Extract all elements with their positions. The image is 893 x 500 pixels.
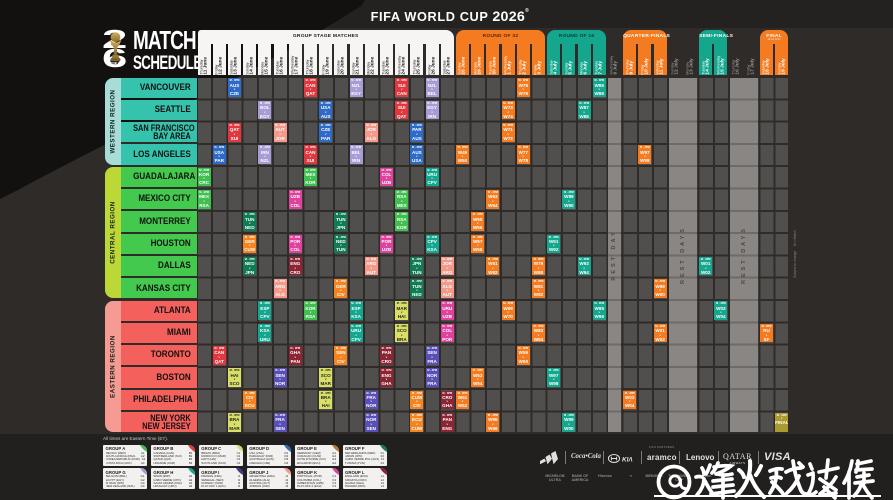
- svg-text:FIFA: FIFA: [110, 61, 121, 66]
- svg-text:KIΛ: KIΛ: [622, 456, 633, 463]
